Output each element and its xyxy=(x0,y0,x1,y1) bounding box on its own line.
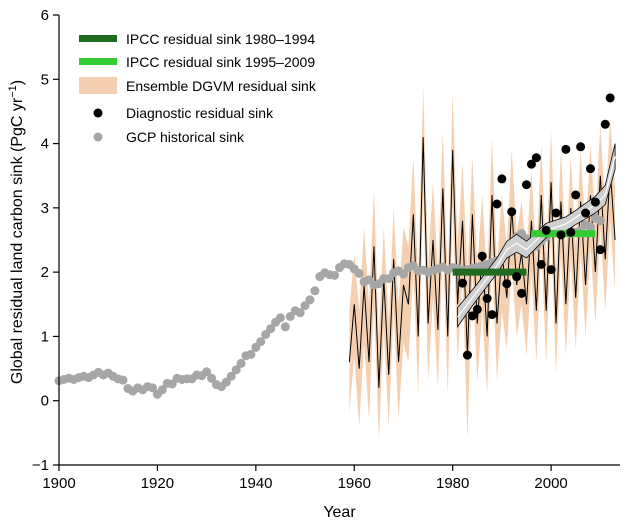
legend-label-ipcc-1995: IPCC residual sink 1995–2009 xyxy=(126,54,315,70)
y-axis-title: Global residual land carbon sink (PgC yr… xyxy=(7,80,26,384)
y-axis-title-superscript: −1 xyxy=(7,85,19,98)
legend-swatch-ensemble xyxy=(79,77,117,94)
legend-label-diagnostic: Diagnostic residual sink xyxy=(126,105,274,121)
diagnostic-point xyxy=(556,230,566,240)
diagnostic-point xyxy=(605,93,615,103)
gcp-point xyxy=(595,216,605,226)
diagnostic-point xyxy=(590,197,600,207)
y-tick-label: 3 xyxy=(41,200,49,217)
diagnostic-point xyxy=(487,310,497,320)
legend-swatch-ipcc-1995 xyxy=(79,58,117,65)
gcp-point xyxy=(295,308,305,318)
y-axis-title-suffix: ) xyxy=(9,80,26,85)
y-tick-label: −1 xyxy=(32,457,49,474)
diagnostic-point xyxy=(458,278,468,288)
diagnostic-point xyxy=(507,207,517,217)
diagnostic-point xyxy=(497,174,507,184)
y-axis-title-main: Global residual land carbon sink (PgC yr xyxy=(9,97,26,384)
y-tick-label: 2 xyxy=(41,264,49,281)
y-tick-label: 5 xyxy=(41,71,49,88)
diagnostic-point xyxy=(561,144,571,154)
diagnostic-point xyxy=(585,164,595,174)
x-tick-label: 1900 xyxy=(42,475,75,492)
gcp-point xyxy=(354,268,364,278)
diagnostic-point xyxy=(492,199,502,209)
gcp-point xyxy=(398,269,408,279)
gcp-point xyxy=(585,222,595,232)
diagnostic-point xyxy=(576,142,586,152)
diagnostic-point xyxy=(531,153,541,163)
gcp-point xyxy=(148,383,157,393)
diagnostic-point xyxy=(462,350,472,360)
gcp-point xyxy=(236,358,246,368)
gcp-point xyxy=(330,270,340,280)
axes xyxy=(53,14,620,471)
tick-labels: 1900 1920 1940 1960 1980 2000 −1 0 1 2 3 4 5 6 xyxy=(32,7,568,492)
gcp-point xyxy=(202,367,212,377)
gcp-point xyxy=(231,365,241,375)
gcp-point xyxy=(246,349,256,359)
diagnostic-point xyxy=(581,208,591,218)
legend-label-ipcc-1980: IPCC residual sink 1980–1994 xyxy=(126,31,315,47)
diagnostic-point xyxy=(551,208,561,218)
diagnostic-point xyxy=(571,190,581,200)
y-tick-label: 6 xyxy=(41,7,49,24)
diagnostic-point xyxy=(546,265,556,275)
x-axis-title: Year xyxy=(323,504,356,521)
x-tick-label: 1940 xyxy=(239,475,272,492)
y-tick-label: 0 xyxy=(41,393,49,410)
diagnostic-point xyxy=(502,279,512,289)
gcp-point xyxy=(305,295,315,305)
diagnostic-point xyxy=(536,259,546,269)
gcp-point xyxy=(275,313,285,323)
diagnostic-point xyxy=(482,294,492,303)
diagnostic-point xyxy=(522,180,531,190)
gcp-point xyxy=(266,324,276,334)
diagnostic-point xyxy=(512,272,522,282)
x-tick-label: 1980 xyxy=(436,475,469,492)
x-tick-label: 1920 xyxy=(141,475,174,492)
legend-swatch-ipcc-1980 xyxy=(79,35,117,42)
legend-marker-diagnostic xyxy=(93,108,103,118)
gcp-point xyxy=(280,322,290,332)
y-tick-label: 1 xyxy=(41,328,49,345)
diagnostic-point xyxy=(477,251,487,261)
diagnostic-point xyxy=(595,245,605,255)
diagnostic-point xyxy=(472,304,482,314)
diagnostic-point xyxy=(600,119,610,129)
legend-label-gcp: GCP historical sink xyxy=(126,129,245,145)
gcp-point xyxy=(226,371,236,381)
x-tick-label: 1960 xyxy=(338,475,371,492)
x-tick-label: 2000 xyxy=(534,475,567,492)
gcp-point xyxy=(118,375,128,385)
legend: IPCC residual sink 1980–1994 IPCC residu… xyxy=(79,31,317,145)
legend-marker-gcp xyxy=(93,132,103,142)
diagnostic-point xyxy=(467,311,477,321)
diagnostic-point xyxy=(517,288,527,298)
spline-line xyxy=(457,156,616,318)
gcp-point xyxy=(207,373,217,383)
diagnostic-point xyxy=(566,227,576,237)
gcp-point xyxy=(256,337,266,347)
gcp-point xyxy=(310,286,320,296)
legend-label-ensemble: Ensemble DGVM residual sink xyxy=(126,78,317,94)
diagnostic-points-layer xyxy=(458,93,615,360)
diagnostic-point xyxy=(541,225,551,235)
diagnostic-point xyxy=(526,159,536,169)
y-tick-label: 4 xyxy=(41,136,49,153)
gcp-point xyxy=(157,385,167,395)
